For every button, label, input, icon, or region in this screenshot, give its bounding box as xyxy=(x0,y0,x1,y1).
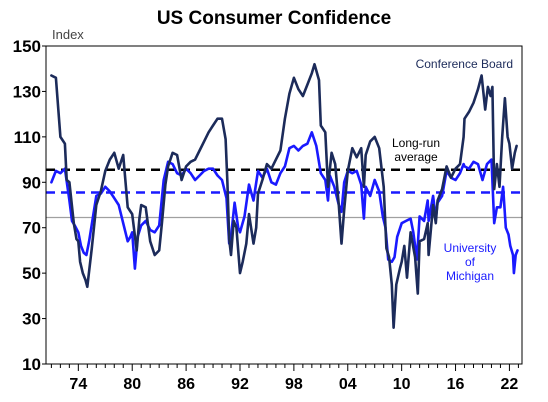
series-line-0 xyxy=(50,62,518,329)
y-tick-label: 90 xyxy=(22,173,41,192)
y-tick-label: 30 xyxy=(22,310,41,329)
chart-title: US Consumer Confidence xyxy=(157,8,391,29)
x-tick-label: 74 xyxy=(69,376,87,393)
x-tick-label: 04 xyxy=(339,376,357,393)
x-axis-ticks: 74 80 86 92 98 04 10 16 22 xyxy=(50,364,519,393)
long-run-average-label-line1: Long-run xyxy=(392,136,440,150)
y-axis-ticks: 10 30 50 70 90 110 130 150 xyxy=(13,37,46,374)
michigan-label-line1: University xyxy=(444,241,497,255)
michigan-label-line3: Michigan xyxy=(446,269,494,283)
y-axis-unit-label: Index xyxy=(52,27,84,42)
y-tick-label: 70 xyxy=(22,219,41,238)
x-tick-label: 86 xyxy=(177,376,195,393)
y-tick-label: 110 xyxy=(14,128,41,147)
x-tick-label: 98 xyxy=(285,376,303,393)
x-tick-label: 10 xyxy=(393,376,411,393)
plot-frame xyxy=(45,45,523,365)
y-tick-label: 150 xyxy=(13,37,41,56)
x-tick-label: 16 xyxy=(447,376,465,393)
michigan-label-line2: of xyxy=(465,255,476,269)
conference-board-label: Conference Board xyxy=(416,57,513,71)
long-run-average-label-line2: average xyxy=(394,150,438,164)
y-tick-label: 50 xyxy=(22,264,41,283)
y-tick-label: 10 xyxy=(22,355,41,374)
x-tick-label: 22 xyxy=(501,376,519,393)
x-tick-label: 80 xyxy=(123,376,141,393)
y-tick-label: 130 xyxy=(13,82,41,101)
series-lines xyxy=(50,62,519,329)
x-tick-label: 92 xyxy=(231,376,249,393)
